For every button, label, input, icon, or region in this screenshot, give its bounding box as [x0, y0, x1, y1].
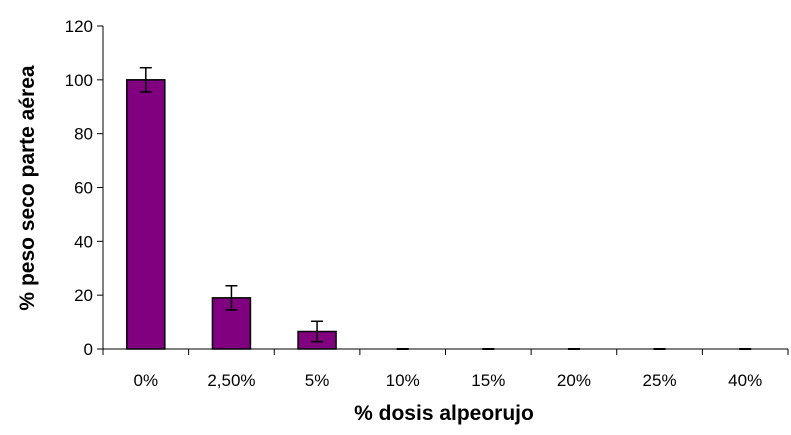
x-tick-label: 5%: [305, 371, 330, 390]
x-tick-label: 15%: [471, 371, 505, 390]
x-tick-label: 0%: [134, 371, 159, 390]
y-tick-label: 80: [74, 125, 93, 144]
y-tick-label: 120: [65, 17, 93, 36]
x-tick-label: 25%: [643, 371, 677, 390]
x-tick-label: 2,50%: [207, 371, 255, 390]
error-bars: [139, 66, 324, 343]
y-axis-ticks: 0 20 40 60 80 100 120: [65, 17, 103, 359]
y-tick-label: 40: [74, 232, 93, 251]
x-tick-label: 10%: [386, 371, 420, 390]
bars: [126, 79, 752, 350]
x-tick-label: 40%: [728, 371, 762, 390]
x-tick-label: 20%: [557, 371, 591, 390]
y-tick-label: 100: [65, 71, 93, 90]
y-axis-title: % peso seco parte aérea: [16, 65, 39, 310]
y-tick-label: 60: [74, 179, 93, 198]
y-tick-label: 20: [74, 286, 93, 305]
x-axis-ticks: 0% 2,50% 5% 10% 15% 20% 25% 40%: [102, 349, 789, 390]
bar: [126, 79, 166, 350]
y-tick-label: 0: [84, 340, 93, 359]
x-axis-title: % dosis alpeorujo: [354, 402, 534, 425]
